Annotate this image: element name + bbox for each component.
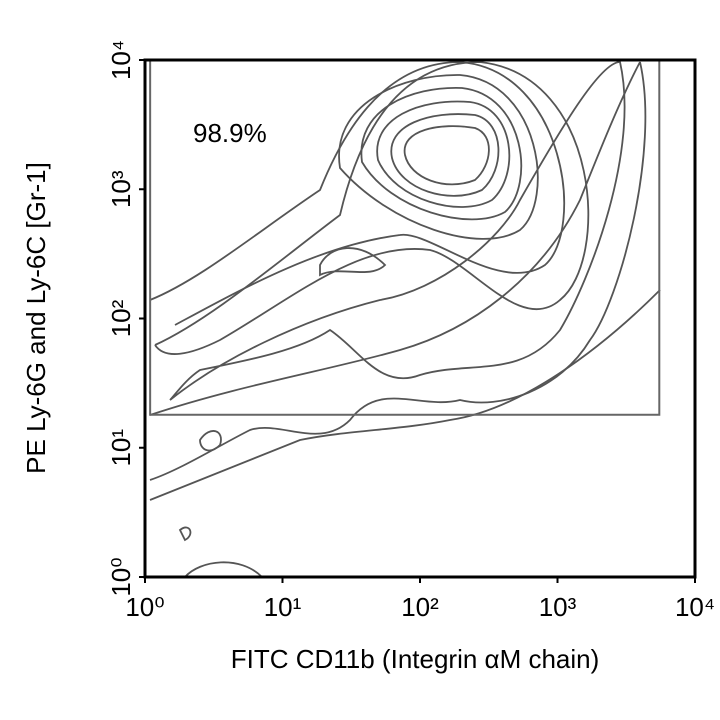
x-tick-label: 10⁰ [125,592,164,622]
x-axis-title: FITC CD11b (Integrin αM chain) [231,644,600,674]
contour-lines [149,61,661,578]
y-tick-label: 10¹ [106,429,136,467]
gate-label: 98.9% [193,118,267,148]
y-tick-label: 10⁰ [106,557,136,596]
y-tick-label: 10² [106,299,136,337]
y-axis-title: PE Ly-6G and Ly-6C [Gr-1] [21,162,51,474]
x-tick-label: 10¹ [264,592,302,622]
x-tick-label: 10² [401,592,439,622]
x-tick-label: 10⁴ [675,592,715,622]
x-tick-label: 10³ [539,592,577,622]
y-tick-label: 10³ [106,170,136,208]
y-tick-label: 10⁴ [106,40,136,80]
